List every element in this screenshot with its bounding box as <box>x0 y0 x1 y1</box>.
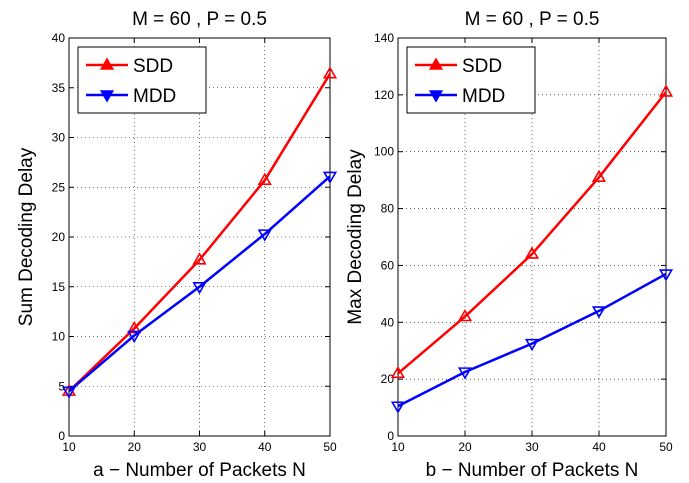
data-point-mdd <box>591 306 607 319</box>
data-point-mdd <box>257 229 272 242</box>
legend-label-mdd: MDD <box>462 86 505 107</box>
y-tick-label: 5 <box>58 379 65 393</box>
data-point-mdd <box>127 330 142 344</box>
y-tick-label: 40 <box>52 31 66 45</box>
legend-label-mdd: MDD <box>133 86 176 107</box>
data-point-sdd <box>658 84 674 97</box>
data-point-sdd <box>322 66 338 79</box>
series-line-mdd <box>397 272 667 408</box>
legend-marker-sdd <box>99 57 115 70</box>
y-tick-label: 0 <box>58 429 65 443</box>
data-point-mdd <box>61 386 77 399</box>
x-axis-label: b − Number of Packets N <box>426 460 639 481</box>
data-point-sdd <box>524 246 540 259</box>
y-tick-label: 30 <box>52 131 66 145</box>
data-point-sdd <box>591 169 607 182</box>
y-axis-label: Max Decoding Delay <box>345 149 366 325</box>
y-tick-label: 0 <box>387 429 394 443</box>
x-tick-label: 20 <box>458 440 472 454</box>
y-tick-label: 20 <box>52 230 66 244</box>
x-tick-label: 20 <box>128 440 142 454</box>
y-axis-label: Sum Decoding Delay <box>16 147 37 326</box>
x-tick-label: 50 <box>323 440 337 454</box>
axes-frame <box>397 37 667 437</box>
y-tick-label: 60 <box>381 258 395 272</box>
data-point-mdd <box>192 282 207 295</box>
series-line-sdd <box>397 91 667 375</box>
legend-marker-sdd <box>428 57 444 70</box>
x-tick-label: 30 <box>193 440 207 454</box>
series-line-mdd <box>68 175 331 393</box>
data-point-sdd <box>127 320 142 334</box>
x-tick-label: 50 <box>659 440 673 454</box>
y-tick-label: 10 <box>52 330 66 344</box>
chart-title: M = 60 , P = 0.5 <box>132 9 267 30</box>
data-point-mdd <box>390 401 406 414</box>
chart-panel-b: 10 20 30 40 50 0 20 40 60 80 100 120 140 SDD MDD M = 60… <box>345 9 674 481</box>
y-tick-label: 25 <box>52 180 66 194</box>
legend-box <box>406 46 536 114</box>
y-tick-label: 80 <box>381 202 395 216</box>
legend-label-sdd: SDD <box>462 56 502 77</box>
y-tick-label: 120 <box>374 88 394 102</box>
series-line-sdd <box>68 73 332 393</box>
x-tick-label: 10 <box>391 440 405 454</box>
y-tick-label: 20 <box>381 372 395 386</box>
data-point-sdd <box>390 365 406 379</box>
y-tick-label: 40 <box>381 315 395 329</box>
legend-marker-mdd <box>99 90 115 103</box>
y-tick-label: 35 <box>52 81 66 95</box>
legend-label-sdd: SDD <box>133 56 173 77</box>
data-point-mdd <box>457 367 473 380</box>
chart-panel-a: 10 20 30 40 50 0 5 10 15 20 25 30 35 40 SDD MDD M = 60 ,… <box>16 9 338 481</box>
data-point-mdd <box>322 171 338 184</box>
x-tick-label: 30 <box>525 440 539 454</box>
x-tick-label: 10 <box>62 440 76 454</box>
axes-frame <box>68 37 331 437</box>
chart-title: M = 60 , P = 0.5 <box>465 9 600 30</box>
x-tick-label: 40 <box>592 440 606 454</box>
data-point-mdd <box>658 269 674 282</box>
legend-box <box>77 46 207 114</box>
x-axis-label: a − Number of Packets N <box>93 460 306 481</box>
x-tick-label: 40 <box>258 440 272 454</box>
y-tick-label: 100 <box>374 145 394 159</box>
y-tick-label: 140 <box>374 31 394 45</box>
data-point-sdd <box>192 252 207 265</box>
data-point-mdd <box>524 338 540 352</box>
legend-marker-mdd <box>428 90 444 103</box>
data-point-sdd <box>257 172 272 185</box>
y-tick-label: 15 <box>52 280 66 294</box>
data-point-sdd <box>457 308 473 322</box>
